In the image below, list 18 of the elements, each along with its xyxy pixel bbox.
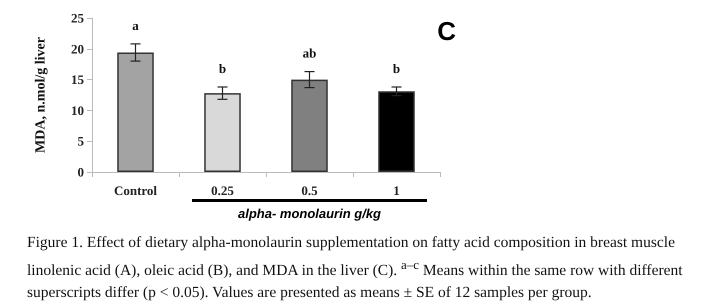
x-tick-label: 0.5 [301,183,318,198]
y-tick-label: 10 [71,102,84,118]
y-tick-label: 5 [78,134,84,149]
y-tick-label: 0 [78,164,84,180]
y-axis-title: MDA, n.mol/g liver [34,37,48,153]
y-tick-label: 25 [71,10,84,26]
annotation: b [392,60,400,76]
y-tick-label: 20 [71,41,84,56]
annotation: a [132,18,140,33]
x-axis-title: alpha- monolaurin g/kg [238,206,382,221]
x-tick-label: 1 [393,183,400,198]
caption: Figure 1. Effect of dietary alpha-monolaurin supplementation on fatty acid composition in breast muscle linolenic acid (A), oleic acid (B), and MDA in the liver (C). $^{a–c}$ Means within the same row with different superscripts differ (p < 0.05). Values are presented as means ± SE of 12 samples per group. [27,233,684,304]
x-tick-label: 0.25 [211,183,234,198]
y-tick-label: 15 [71,72,84,88]
annotation: ab [302,46,316,61]
x-tick-label: Control [114,183,158,198]
annotation: C [437,16,456,46]
annotation: b [218,60,226,76]
